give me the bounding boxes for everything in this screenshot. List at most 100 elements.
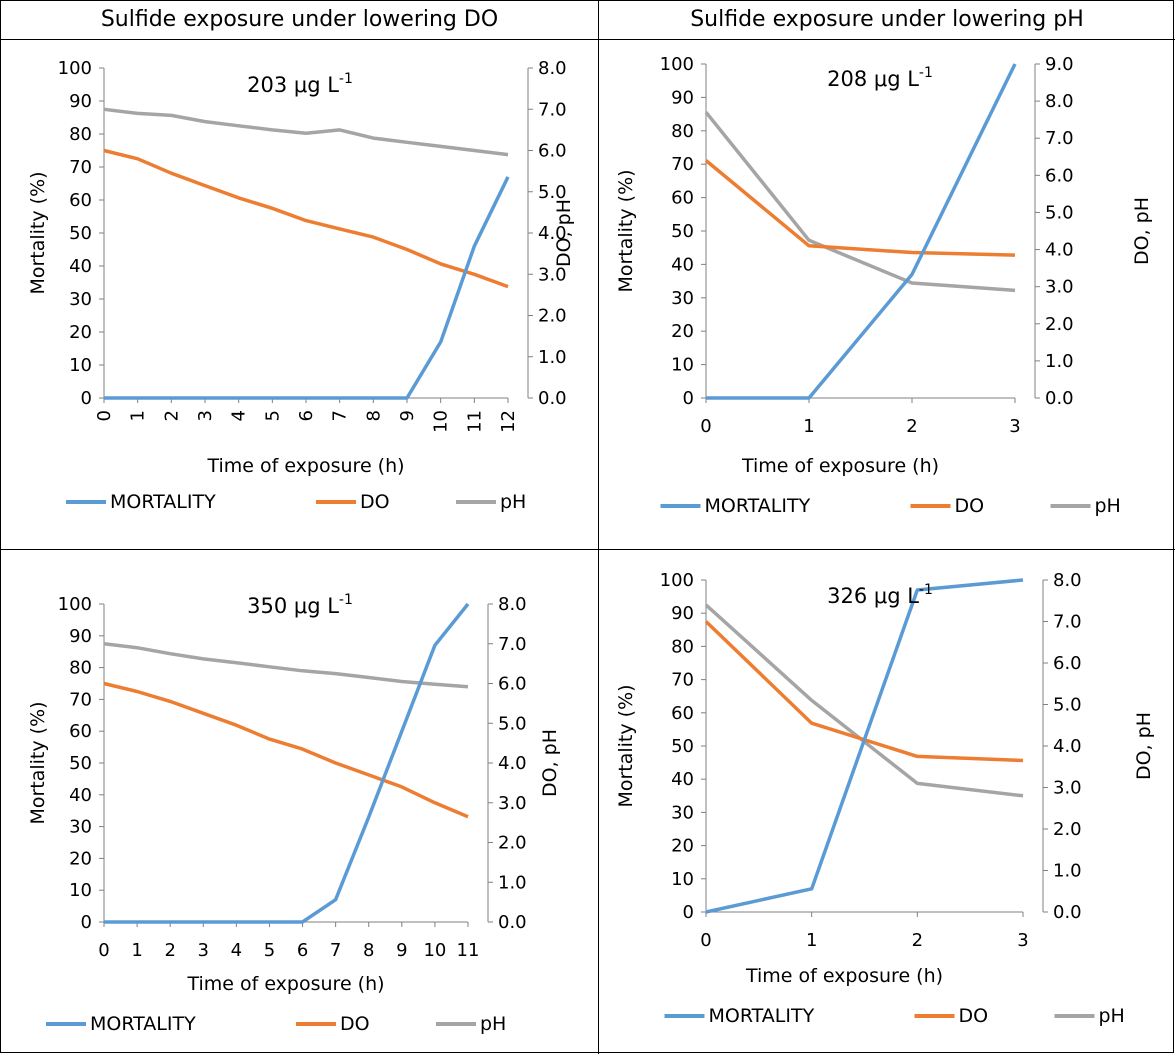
series-line-mortality	[705, 578, 1024, 914]
y-tick-label-left: 80	[69, 658, 92, 679]
y-tick-label-left: 10	[69, 880, 92, 901]
x-tick-label: 0	[94, 410, 115, 421]
annotation-superscript: -1	[919, 582, 933, 598]
series-line-mortality	[104, 176, 510, 400]
legend-label-mortality: MORTALITY	[90, 1013, 196, 1035]
chart-panel-1: 01020304050607080901000.01.02.03.04.05.0…	[27, 58, 575, 513]
concentration-annotation: 350 μg L-1	[247, 592, 353, 618]
annotation-superscript: -1	[919, 65, 933, 81]
x-tick-label: 4	[229, 410, 250, 421]
x-tick-label: 1	[803, 416, 814, 437]
y-tick-label-right: 4.0	[538, 223, 567, 244]
x-tick-label: 9	[396, 940, 407, 961]
y-tick-label-right: 5.0	[1053, 695, 1082, 716]
x-tick-label: 10	[431, 410, 452, 433]
y-tick-label-left: 90	[69, 91, 92, 112]
y-tick-label-right: 5.0	[538, 182, 567, 203]
y-tick-label-left: 70	[69, 157, 92, 178]
x-tick-label: 0	[700, 416, 711, 437]
y-axis-label-right: DO, pH	[553, 199, 575, 267]
series-line-ph	[704, 111, 1016, 293]
y-tick-label-left: 60	[69, 721, 92, 742]
legend-label-do: DO	[959, 1005, 989, 1027]
y-tick-label-right: 8.0	[1045, 91, 1074, 112]
y-tick-label-left: 60	[671, 188, 694, 209]
y-tick-label-left: 100	[58, 58, 92, 79]
y-axis-label-left: Mortality (%)	[615, 169, 637, 292]
x-axis-label: Time of exposure (h)	[745, 965, 943, 987]
legend-label-do: DO	[955, 495, 985, 517]
y-axis-label-left: Mortality (%)	[27, 701, 49, 824]
y-tick-label-right: 6.0	[1053, 653, 1082, 674]
y-tick-label-left: 50	[69, 223, 92, 244]
y-tick-label-right: 7.0	[1053, 612, 1082, 633]
x-axis-label: Time of exposure (h)	[741, 455, 939, 477]
y-tick-label-right: 8.0	[498, 594, 527, 615]
x-tick-label: 3	[198, 940, 209, 961]
y-tick-label-left: 10	[671, 355, 694, 376]
y-tick-label-left: 40	[69, 785, 92, 806]
legend-label-do: DO	[360, 491, 390, 513]
y-tick-label-right: 0.0	[1053, 902, 1082, 923]
y-tick-label-right: 0.0	[538, 388, 567, 409]
legend-label-do: DO	[340, 1013, 370, 1035]
x-tick-label: 2	[161, 410, 182, 421]
y-tick-label-right: 4.0	[1045, 240, 1074, 261]
chart-panel-4: 01020304050607080901000.01.02.03.04.05.0…	[615, 570, 1155, 1027]
y-axis-label-left: Mortality (%)	[27, 171, 49, 294]
y-tick-label-left: 0	[683, 388, 694, 409]
y-tick-label-left: 50	[671, 221, 694, 242]
annotation-text: 208 μg L	[827, 67, 919, 91]
y-tick-label-right: 5.0	[498, 713, 527, 734]
x-tick-label: 6	[296, 410, 317, 421]
y-tick-label-right: 6.0	[1045, 165, 1074, 186]
series-line-ph	[103, 107, 509, 157]
y-tick-label-left: 10	[671, 869, 694, 890]
y-tick-label-left: 60	[671, 703, 694, 724]
x-axis-label: Time of exposure (h)	[206, 455, 404, 477]
y-tick-label-right: 1.0	[1045, 351, 1074, 372]
x-tick-label: 10	[423, 940, 446, 961]
y-tick-label-left: 100	[58, 594, 92, 615]
column-header-left: Sulfide exposure under lowering DO	[100, 7, 499, 32]
y-axis-label-left: Mortality (%)	[615, 684, 637, 807]
y-tick-label-right: 3.0	[538, 264, 567, 285]
x-tick-label: 9	[397, 410, 418, 421]
x-tick-label: 4	[231, 940, 242, 961]
legend-label-mortality: MORTALITY	[709, 1005, 815, 1027]
y-tick-label-left: 40	[671, 769, 694, 790]
x-tick-label: 12	[498, 410, 519, 433]
y-tick-label-right: 2.0	[538, 306, 567, 327]
y-tick-label-left: 100	[660, 54, 694, 75]
chart-panel-2: 01020304050607080901000.01.02.03.04.05.0…	[615, 54, 1153, 517]
y-tick-label-left: 90	[671, 87, 694, 108]
x-tick-label: 2	[912, 930, 923, 951]
y-tick-label-right: 8.0	[1053, 570, 1082, 591]
series-line-ph	[103, 642, 469, 689]
y-tick-label-left: 90	[671, 603, 694, 624]
y-tick-label-left: 0	[683, 902, 694, 923]
y-tick-label-right: 2.0	[1045, 314, 1074, 335]
y-axis-label-right: DO, pH	[1131, 197, 1153, 265]
y-tick-label-right: 6.0	[538, 141, 567, 162]
y-tick-label-left: 60	[69, 190, 92, 211]
x-tick-label: 2	[164, 940, 175, 961]
annotation-superscript: -1	[339, 592, 353, 608]
legend-label-mortality: MORTALITY	[705, 495, 811, 517]
y-tick-label-left: 30	[69, 817, 92, 838]
concentration-annotation: 208 μg L-1	[827, 65, 933, 91]
annotation-superscript: -1	[339, 71, 353, 87]
header-divider	[1, 39, 1175, 40]
y-tick-label-left: 100	[660, 570, 694, 591]
legend-label-mortality: MORTALITY	[110, 491, 216, 513]
x-tick-label: 3	[195, 410, 216, 421]
y-tick-label-left: 40	[69, 256, 92, 277]
x-tick-label: 0	[98, 940, 109, 961]
y-tick-label-right: 1.0	[538, 347, 567, 368]
y-tick-label-right: 5.0	[1045, 202, 1074, 223]
legend-label-ph: pH	[1095, 495, 1121, 517]
y-tick-label-right: 6.0	[498, 674, 527, 695]
y-tick-label-right: 8.0	[538, 58, 567, 79]
x-tick-label: 1	[128, 410, 149, 421]
